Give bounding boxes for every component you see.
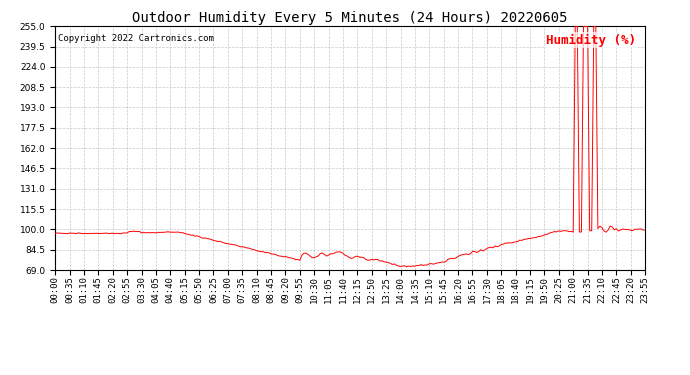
Text: Humidity (%): Humidity (%) (546, 34, 636, 46)
Title: Outdoor Humidity Every 5 Minutes (24 Hours) 20220605: Outdoor Humidity Every 5 Minutes (24 Hou… (132, 11, 568, 25)
Text: Copyright 2022 Cartronics.com: Copyright 2022 Cartronics.com (58, 34, 214, 43)
